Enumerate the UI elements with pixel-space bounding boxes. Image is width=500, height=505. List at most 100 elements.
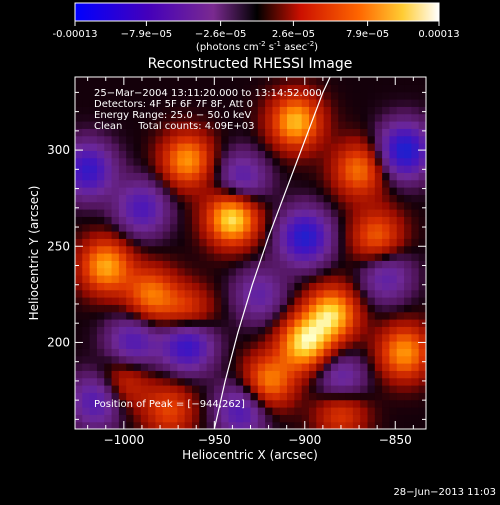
heatmap-cell: [89, 333, 98, 342]
heatmap-cell: [148, 194, 157, 203]
heatmap-cell: [104, 150, 113, 159]
heatmap-cell: [96, 267, 105, 276]
heatmap-cell: [111, 370, 120, 379]
heatmap-cell: [170, 245, 178, 254]
heatmap-cell: [404, 231, 412, 239]
heatmap-cell: [89, 135, 98, 144]
heatmap-cell: [345, 99, 354, 107]
heatmap-cell: [404, 121, 412, 129]
heatmap-cell: [243, 326, 252, 335]
heatmap-cell: [192, 150, 200, 159]
heatmap-cell: [345, 253, 354, 261]
heatmap-cell: [316, 209, 325, 217]
heatmap-cell: [352, 370, 361, 379]
heatmap-cell: [294, 275, 303, 283]
heatmap-cell: [250, 201, 259, 210]
heatmap-cell: [301, 348, 310, 357]
heatmap-cell: [199, 355, 208, 364]
heatmap-cell: [206, 275, 215, 283]
heatmap-cell: [418, 187, 426, 195]
heatmap-cell: [279, 282, 288, 291]
heatmap-cell: [265, 216, 274, 225]
heatmap-cell: [389, 297, 398, 305]
heatmap-cell: [338, 275, 347, 283]
heatmap-cell: [133, 238, 142, 247]
heatmap-cell: [228, 355, 237, 364]
heatmap-cell: [184, 209, 193, 217]
heatmap-cell: [148, 421, 157, 429]
heatmap-cell: [89, 223, 98, 232]
heatmap-cell: [257, 304, 266, 313]
heatmap-cell: [404, 99, 412, 107]
heatmap-cell: [162, 355, 171, 364]
heatmap-cell: [374, 113, 383, 122]
heatmap-cell: [75, 245, 83, 254]
heatmap-cell: [213, 77, 222, 85]
heatmap-cell: [148, 216, 157, 225]
heatmap-cell: [213, 99, 222, 107]
heatmap-cell: [279, 414, 288, 423]
heatmap-cell: [316, 172, 325, 181]
heatmap-cell: [411, 179, 420, 188]
y-tick-label: 300: [47, 143, 70, 157]
heatmap-cell: [111, 260, 120, 269]
heatmap-cell: [140, 77, 149, 85]
heatmap-cell: [287, 363, 295, 371]
heatmap-cell: [213, 135, 222, 144]
heatmap-cell: [360, 421, 369, 429]
heatmap-cell: [360, 407, 369, 415]
heatmap-cell: [330, 370, 339, 379]
heatmap-cell: [301, 319, 310, 327]
heatmap-cell: [294, 392, 303, 401]
heatmap-cell: [338, 414, 347, 423]
heatmap-cell: [148, 319, 157, 327]
heatmap-cell: [126, 84, 135, 93]
heatmap-cell: [140, 421, 149, 429]
heatmap-cell: [104, 414, 113, 423]
heatmap-cell: [133, 150, 142, 159]
heatmap-cell: [89, 311, 98, 320]
heatmap-cell: [104, 355, 113, 364]
heatmap-cell: [82, 377, 91, 386]
heatmap-cell: [133, 77, 142, 85]
heatmap-cell: [82, 216, 91, 225]
heatmap-cell: [118, 289, 127, 298]
heatmap-cell: [265, 238, 274, 247]
heatmap-cell: [404, 377, 412, 386]
heatmap-cell: [352, 143, 361, 151]
heatmap-cell: [367, 399, 376, 408]
heatmap-cell: [89, 341, 98, 349]
heatmap-cell: [75, 194, 83, 203]
heatmap-cell: [243, 319, 252, 327]
heatmap-cell: [360, 216, 369, 225]
heatmap-cell: [301, 172, 310, 181]
heatmap-cell: [104, 113, 113, 122]
heatmap-cell: [199, 106, 208, 115]
heatmap-cell: [338, 392, 347, 401]
heatmap-cell: [126, 326, 135, 335]
heatmap-cell: [382, 135, 391, 144]
heatmap-cell: [309, 187, 317, 195]
heatmap-cell: [382, 275, 391, 283]
heatmap-cell: [96, 385, 105, 393]
heatmap-cell: [309, 165, 317, 173]
heatmap-cell: [82, 267, 91, 276]
heatmap-cell: [170, 253, 178, 261]
heatmap-cell: [155, 157, 164, 166]
heatmap-cell: [111, 121, 120, 129]
heatmap-cell: [75, 275, 83, 283]
heatmap-cell: [126, 106, 135, 115]
heatmap-cell: [389, 304, 398, 313]
heatmap-cell: [389, 385, 398, 393]
heatmap-cell: [309, 157, 317, 166]
heatmap-cell: [287, 209, 295, 217]
heatmap-cell: [133, 275, 142, 283]
heatmap-cell: [316, 275, 325, 283]
heatmap-cell: [104, 91, 113, 100]
heatmap-cell: [133, 333, 142, 342]
heatmap-cell: [287, 194, 295, 203]
heatmap-cell: [323, 297, 332, 305]
heatmap-cell: [221, 179, 230, 188]
heatmap-cell: [162, 275, 171, 283]
heatmap-cell: [396, 106, 405, 115]
